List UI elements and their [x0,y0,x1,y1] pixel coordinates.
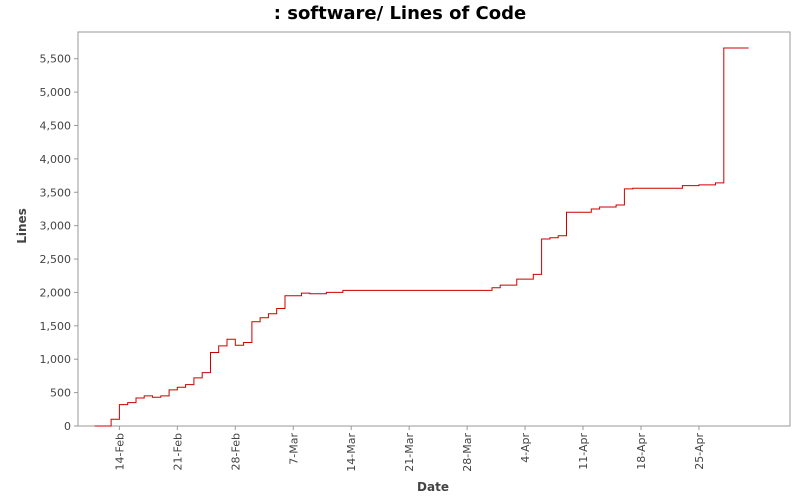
x-tick-label: 4-Apr [519,433,532,463]
x-tick-label: 14-Feb [113,433,126,470]
series-line [94,47,749,427]
y-tick-label: 2,500 [40,253,72,266]
x-tick-label: 11-Apr [577,433,590,470]
x-tick-label: 18-Apr [635,433,648,470]
y-axis-title: Lines [15,208,29,244]
y-tick-label: 2,000 [40,286,72,299]
y-tick-label: 4,500 [40,119,72,132]
y-axis: 0 500 1,000 1,500 2,000 2,500 3,000 3,500 4,000 4… [40,53,78,433]
x-tick-label: 21-Feb [171,433,184,470]
x-tick-label: 28-Mar [461,433,474,472]
y-tick-label: 1,000 [40,353,72,366]
x-axis: 14-Feb 21-Feb 28-Feb 7-Mar 14-Mar 21-Mar 28-Ma… [113,426,706,472]
y-tick-label: 500 [50,387,71,400]
chart-title: : software/ Lines of Code [273,3,527,24]
y-tick-label: 4,000 [40,153,72,166]
y-tick-label: 3,500 [40,186,72,199]
y-tick-label: 1,500 [40,320,72,333]
y-tick-label: 5,000 [40,86,72,99]
x-axis-title: Date [417,480,449,494]
x-tick-label: 7-Mar [287,433,300,465]
x-tick-label: 25-Apr [693,433,706,470]
x-tick-label: 28-Feb [229,433,242,470]
y-tick-label: 0 [64,420,71,433]
y-tick-label: 3,000 [40,220,72,233]
x-tick-label: 14-Mar [345,433,358,472]
plot-area [77,31,791,427]
x-tick-label: 21-Mar [403,433,416,472]
y-tick-label: 5,500 [40,53,72,66]
